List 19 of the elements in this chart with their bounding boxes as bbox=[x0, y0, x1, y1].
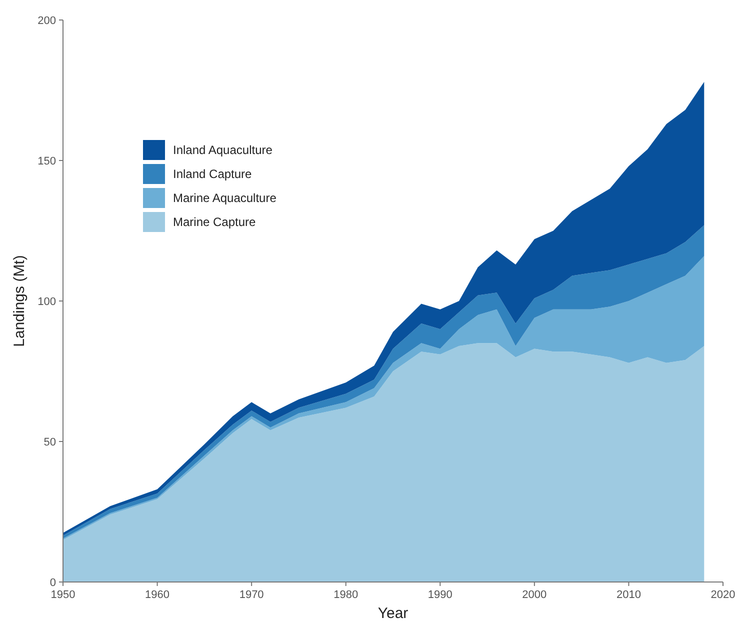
x-tick-label: 1970 bbox=[239, 589, 264, 601]
y-tick-label: 150 bbox=[38, 156, 56, 168]
x-tick-label: 1950 bbox=[50, 589, 76, 601]
legend-label: Inland Aquaculture bbox=[173, 143, 273, 157]
x-tick-label: 1960 bbox=[145, 589, 170, 601]
y-tick-label: 100 bbox=[38, 296, 56, 308]
x-tick-label: 2000 bbox=[522, 589, 547, 601]
x-axis-title: Year bbox=[378, 605, 408, 622]
x-tick-label: 1980 bbox=[334, 589, 358, 601]
x-tick-label: 2020 bbox=[710, 589, 736, 601]
y-tick-label: 0 bbox=[50, 577, 56, 589]
y-tick-label: 200 bbox=[38, 15, 56, 27]
y-tick-label: 50 bbox=[44, 436, 56, 448]
x-tick-label: 2010 bbox=[616, 589, 641, 601]
legend-label: Inland Capture bbox=[173, 167, 252, 181]
x-tick-label: 1990 bbox=[428, 589, 452, 601]
legend-label: Marine Aquaculture bbox=[173, 191, 277, 205]
legend-label: Marine Capture bbox=[173, 215, 256, 229]
y-axis-title: Landings (Mt) bbox=[11, 255, 28, 347]
